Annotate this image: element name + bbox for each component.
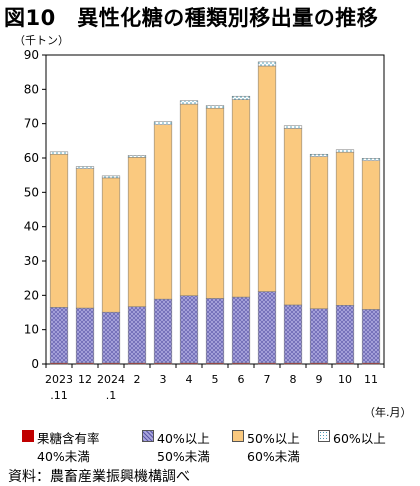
- bar-segment: [231, 95, 251, 100]
- bar-segment: [309, 153, 329, 157]
- x-tick-label: 10: [338, 373, 352, 386]
- bar-segment: [335, 305, 355, 364]
- x-tick-label: .1: [106, 389, 117, 402]
- x-tick-label: 8: [290, 373, 297, 386]
- bar-segment: [179, 295, 199, 364]
- bar-segment: [257, 65, 277, 292]
- source-note: 資料：農畜産業振興機構調べ: [8, 469, 190, 485]
- bar-segment: [309, 156, 329, 309]
- bar-segment: [231, 99, 251, 298]
- bar-segment: [283, 128, 303, 306]
- legend-swatch: [22, 430, 34, 442]
- x-tick-label: 7: [264, 373, 271, 386]
- bar-segment: [49, 151, 69, 155]
- y-tick-label: 60: [24, 151, 39, 165]
- x-tick-label: 2024: [97, 373, 125, 386]
- y-tick-label: 30: [24, 254, 39, 268]
- bar-segment: [205, 107, 225, 299]
- bar-segment: [153, 124, 173, 300]
- bar-segment: [101, 311, 121, 364]
- legend-label: 60%以上: [333, 431, 386, 446]
- x-axis-unit: （年.月）: [364, 406, 412, 419]
- y-tick-label: 0: [31, 357, 39, 371]
- x-tick-label: 3: [160, 373, 167, 386]
- bar-segment: [153, 298, 173, 364]
- stacked-bar-chart: 0 10 20 30 40 50 60 70 80 90 2023 .11 12 2024 .1 2 3 4 5 6 7…: [24, 48, 385, 402]
- y-tick-label: 40: [24, 220, 39, 234]
- bar-segment: [361, 309, 381, 364]
- bar-segment: [101, 175, 121, 179]
- bar-segment: [49, 153, 69, 308]
- legend-label: 50%未満: [157, 449, 210, 464]
- legend-label: 40%以上: [157, 431, 210, 446]
- y-tick-label: 50: [24, 185, 39, 199]
- x-tick-label: 2023: [45, 373, 73, 386]
- bar-segment: [257, 61, 277, 67]
- bar-segment: [179, 103, 199, 296]
- bar-segment: [127, 155, 147, 158]
- y-axis-unit: （千トン）: [14, 34, 69, 47]
- bar-segment: [205, 105, 225, 109]
- bar-segment: [179, 100, 199, 105]
- legend-label: 60%未満: [247, 449, 300, 464]
- y-tick-label: 80: [24, 82, 39, 96]
- bar-segment: [75, 166, 95, 169]
- legend-label: 果糖含有率: [37, 431, 100, 446]
- x-tick-label: 4: [186, 373, 193, 386]
- bar-segment: [309, 308, 329, 364]
- legend-label: 50%以上: [247, 431, 300, 446]
- x-tick-label: 12: [78, 373, 92, 386]
- y-tick-label: 70: [24, 117, 39, 131]
- bar-segment: [231, 296, 251, 364]
- bar-segment: [153, 121, 173, 125]
- x-tick-label: 2: [134, 373, 141, 386]
- y-tick-label: 20: [24, 288, 39, 302]
- bar-segment: [101, 177, 121, 313]
- bar-segment: [127, 306, 147, 364]
- x-tick-label: 11: [364, 373, 378, 386]
- bar-segment: [257, 291, 277, 364]
- y-tick-label: 10: [24, 323, 39, 337]
- bar-segment: [361, 158, 381, 161]
- bar-segment: [361, 160, 381, 310]
- x-tick-label: 5: [212, 373, 219, 386]
- bar-segment: [283, 125, 303, 129]
- chart-title: 図10 異性化糖の種類別移出量の推移: [4, 6, 379, 30]
- legend-swatch: [142, 430, 154, 442]
- bar-segment: [75, 307, 95, 364]
- legend-swatch: [232, 430, 244, 442]
- bar-segment: [335, 151, 355, 306]
- bar-segment: [335, 149, 355, 153]
- legend-swatch: [318, 430, 330, 442]
- bar-segment: [49, 307, 69, 364]
- bar-segment: [283, 304, 303, 364]
- bar-segment: [205, 298, 225, 364]
- y-tick-label: 90: [24, 48, 39, 62]
- x-tick-label: .11: [50, 389, 68, 402]
- bar-segment: [75, 168, 95, 309]
- x-tick-label: 9: [316, 373, 323, 386]
- x-tick-label: 6: [238, 373, 245, 386]
- legend-label: 40%未満: [37, 449, 90, 464]
- bar-segment: [127, 157, 147, 307]
